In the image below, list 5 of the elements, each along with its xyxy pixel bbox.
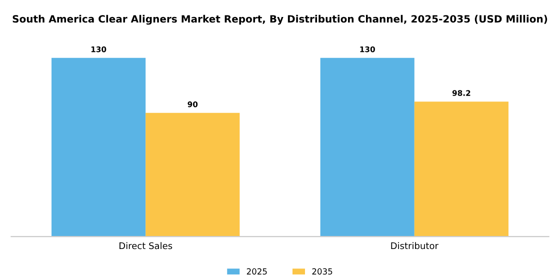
legend-label: 2035 [312,268,332,275]
legend-label: 2025 [246,268,267,275]
chart-title: South America Clear Aligners Market Report, By Distribution Channel, 2025-2035 (USD Million) [12,14,548,25]
x-tick-label: Distributor [391,242,438,250]
x-tick-label: Direct Sales [120,242,172,250]
